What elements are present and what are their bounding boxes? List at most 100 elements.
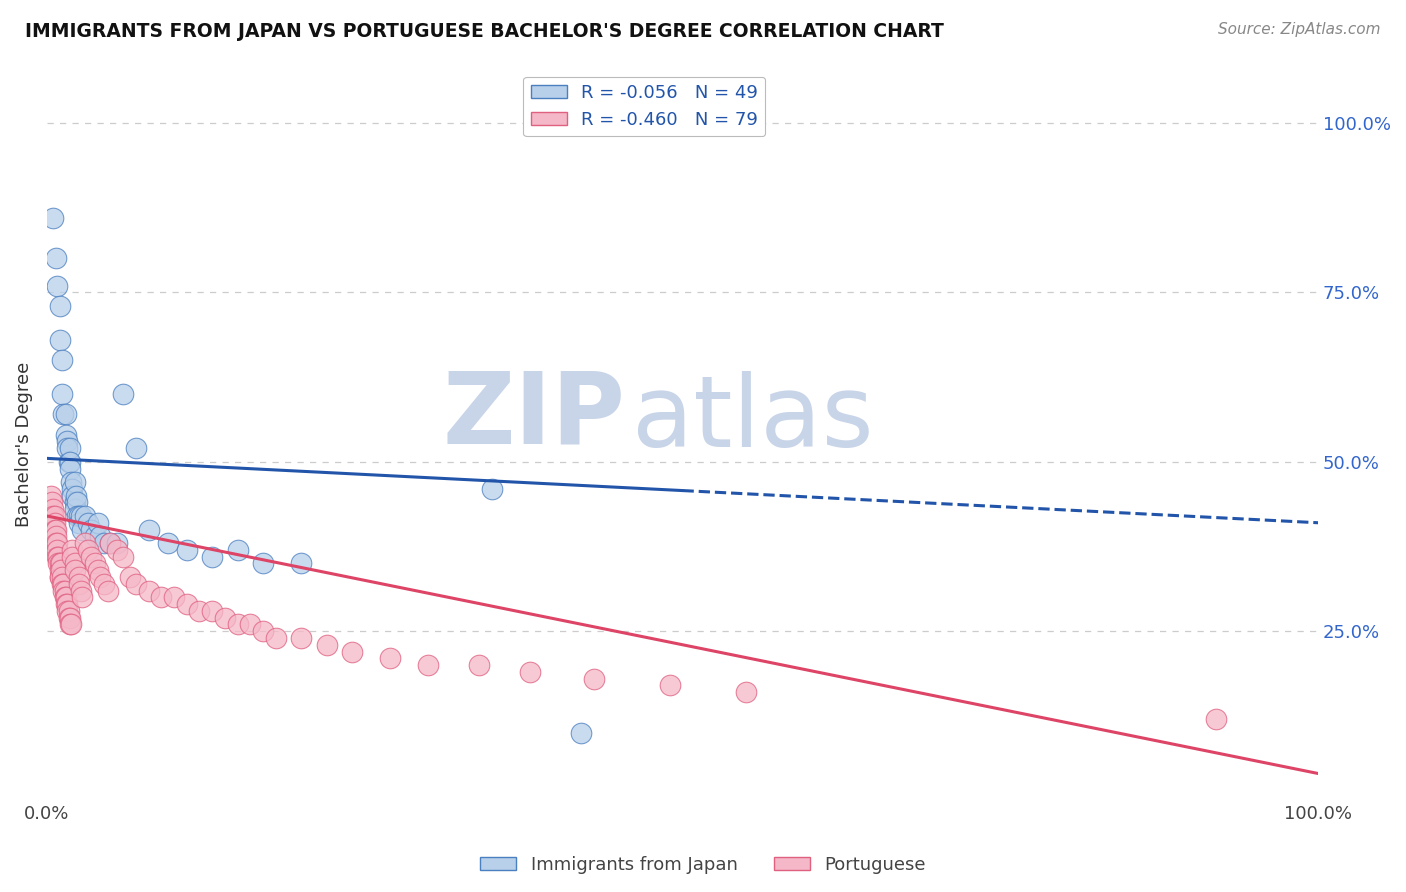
Point (46, 536, 69, 550)
Point (176, 542, 198, 557)
Point (93, 536, 115, 550)
Point (290, 631, 312, 645)
Point (481, 482, 503, 496)
Point (65, 489, 87, 503)
Point (118, 570, 141, 584)
Point (84, 557, 107, 571)
Point (59, 617, 82, 632)
Point (315, 638, 337, 652)
Point (44, 516, 66, 530)
Point (45, 523, 67, 537)
Point (201, 604, 224, 618)
Point (53, 591, 76, 605)
Point (46, 542, 69, 557)
Point (569, 726, 592, 740)
Point (1205, 712, 1227, 726)
Point (176, 597, 198, 611)
Point (59, 461, 82, 475)
Point (67, 570, 90, 584)
Point (39, 489, 62, 503)
Point (70, 508, 93, 523)
Point (45, 536, 67, 550)
Point (46, 549, 69, 564)
Point (87, 563, 110, 577)
Point (48, 333, 70, 347)
Point (100, 536, 122, 550)
Point (52, 583, 75, 598)
Point (63, 557, 86, 571)
Point (418, 658, 440, 673)
Point (112, 549, 135, 564)
Point (735, 685, 758, 699)
Point (55, 591, 77, 605)
Point (60, 617, 83, 632)
Point (87, 516, 110, 530)
Point (59, 610, 82, 624)
Point (468, 658, 491, 673)
Point (44, 523, 66, 537)
Point (66, 495, 89, 509)
Text: Source: ZipAtlas.com: Source: ZipAtlas.com (1218, 22, 1381, 37)
Point (49, 557, 72, 571)
Legend: R = -0.056   N = 49, R = -0.460   N = 79: R = -0.056 N = 49, R = -0.460 N = 79 (523, 77, 765, 136)
Point (226, 617, 249, 632)
Point (214, 610, 236, 624)
Point (60, 549, 83, 564)
Point (63, 563, 86, 577)
Point (45, 252, 67, 266)
Point (48, 299, 70, 313)
Point (53, 583, 76, 598)
Point (46, 557, 69, 571)
Point (58, 610, 80, 624)
Point (52, 576, 75, 591)
Point (60, 542, 83, 557)
Point (264, 631, 287, 645)
Point (93, 576, 115, 591)
Point (48, 570, 70, 584)
Point (72, 591, 94, 605)
Point (46, 549, 69, 564)
Point (125, 576, 148, 591)
Point (378, 651, 401, 665)
Point (52, 407, 75, 421)
Point (48, 570, 70, 584)
Point (48, 563, 70, 577)
Point (59, 441, 82, 455)
Point (55, 597, 77, 611)
Text: IMMIGRANTS FROM JAPAN VS PORTUGUESE BACHELOR'S DEGREE CORRELATION CHART: IMMIGRANTS FROM JAPAN VS PORTUGUESE BACH… (25, 22, 945, 41)
Legend: Immigrants from Japan, Portuguese: Immigrants from Japan, Portuguese (472, 849, 934, 881)
Point (58, 604, 80, 618)
Point (105, 536, 128, 550)
Point (658, 678, 681, 692)
Point (340, 644, 363, 658)
Point (519, 665, 541, 679)
Point (56, 604, 79, 618)
Point (60, 489, 83, 503)
Point (67, 576, 90, 591)
Point (252, 557, 274, 571)
Point (56, 434, 79, 449)
Point (67, 508, 90, 523)
Point (105, 542, 128, 557)
Point (76, 516, 98, 530)
Point (59, 455, 82, 469)
Point (45, 529, 67, 543)
Point (239, 617, 262, 632)
Point (42, 508, 65, 523)
Point (100, 536, 122, 550)
Point (76, 542, 98, 557)
Point (60, 475, 83, 489)
Point (42, 211, 65, 225)
Text: ZIP: ZIP (443, 368, 626, 465)
Point (226, 542, 249, 557)
Point (46, 278, 69, 293)
Point (51, 576, 73, 591)
Point (72, 523, 94, 537)
Point (84, 529, 107, 543)
Point (51, 387, 73, 401)
Point (42, 502, 65, 516)
Point (63, 495, 86, 509)
Point (138, 523, 160, 537)
Point (66, 508, 89, 523)
Point (290, 557, 312, 571)
